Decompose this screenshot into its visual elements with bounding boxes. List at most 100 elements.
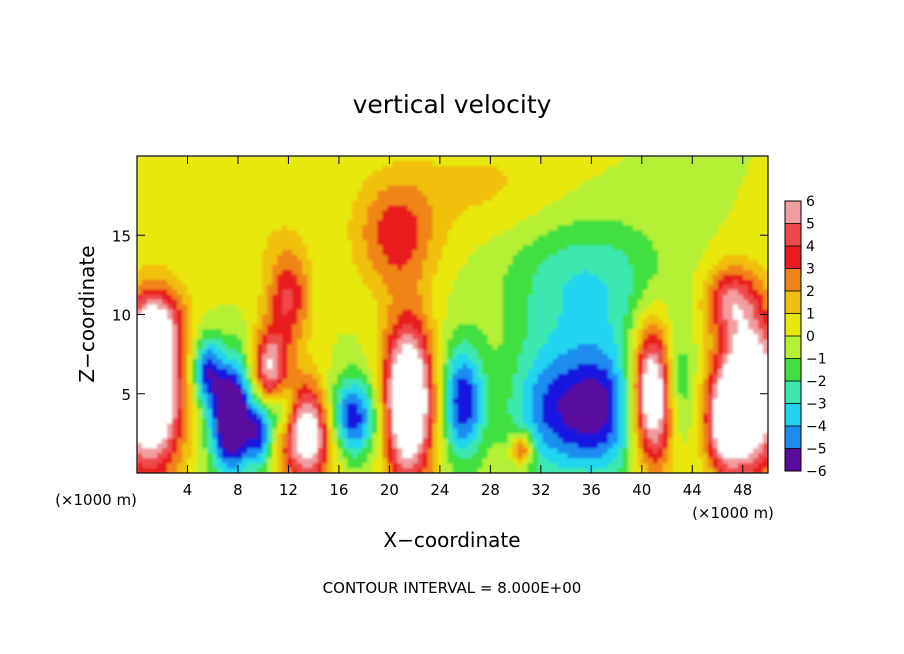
field-cell xyxy=(532,334,539,340)
field-cell xyxy=(342,289,348,296)
field-cell xyxy=(462,264,469,271)
field-cell xyxy=(332,279,338,286)
field-cell xyxy=(367,180,373,187)
field-cell xyxy=(517,185,524,192)
field-cell xyxy=(402,245,409,251)
field-cell xyxy=(302,269,308,276)
field-cell xyxy=(757,240,764,246)
field-cell xyxy=(277,170,283,177)
field-cell xyxy=(377,180,383,187)
field-cell xyxy=(172,269,178,276)
field-cell xyxy=(482,165,489,172)
field-cell xyxy=(272,309,278,316)
field-cell xyxy=(657,304,664,311)
field-cell xyxy=(312,299,318,306)
field-cell xyxy=(247,260,253,266)
field-cell xyxy=(582,339,589,345)
field-cell xyxy=(162,245,168,251)
field-cell xyxy=(732,309,739,316)
field-cell xyxy=(637,284,644,291)
field-cell xyxy=(417,339,424,345)
field-cell xyxy=(697,329,704,335)
field-cell xyxy=(322,324,328,330)
field-cell xyxy=(702,284,709,291)
field-cell xyxy=(587,180,594,187)
field-cell xyxy=(697,175,704,182)
field-cell xyxy=(287,279,293,286)
field-cell xyxy=(512,205,519,212)
field-cell xyxy=(432,319,439,325)
field-cell xyxy=(202,324,208,330)
field-cell xyxy=(512,339,519,345)
field-cell xyxy=(482,160,489,167)
field-cell xyxy=(342,264,348,271)
field-cell xyxy=(712,180,719,187)
field-cell xyxy=(647,205,654,212)
field-cell xyxy=(447,309,454,316)
field-cell xyxy=(357,279,363,286)
field-cell xyxy=(142,260,148,266)
field-cell xyxy=(252,309,258,316)
field-cell xyxy=(592,200,599,207)
field-cell xyxy=(287,185,293,192)
field-cell xyxy=(242,235,248,241)
field-cell xyxy=(547,245,554,251)
field-cell xyxy=(157,180,163,187)
field-cell xyxy=(262,264,268,271)
field-cell xyxy=(607,185,614,192)
field-cell xyxy=(572,180,579,187)
field-cell xyxy=(217,269,223,276)
field-cell xyxy=(607,235,614,241)
field-cell xyxy=(502,314,509,321)
field-cell xyxy=(232,279,238,286)
field-cell xyxy=(522,299,529,306)
field-cell xyxy=(272,235,278,241)
field-cell xyxy=(372,349,378,355)
field-cell xyxy=(232,240,238,246)
field-cell xyxy=(647,245,654,251)
field-cell xyxy=(482,329,489,335)
field-cell xyxy=(397,304,404,311)
field-cell xyxy=(177,245,183,251)
field-cell xyxy=(757,274,764,281)
field-cell xyxy=(462,299,469,306)
field-cell xyxy=(712,195,719,202)
field-cell xyxy=(692,195,699,202)
field-cell xyxy=(152,289,158,296)
field-cell xyxy=(342,170,348,177)
field-cell xyxy=(552,180,559,187)
field-cell xyxy=(377,255,383,261)
field-cell xyxy=(282,165,288,172)
field-cell xyxy=(302,250,308,256)
field-cell xyxy=(627,165,634,172)
field-cell xyxy=(262,185,268,192)
field-cell xyxy=(202,200,208,207)
field-cell xyxy=(162,304,168,311)
field-cell xyxy=(677,289,684,296)
field-cell xyxy=(332,314,338,321)
field-cell xyxy=(407,185,414,192)
field-cell xyxy=(522,220,529,226)
field-cell xyxy=(517,269,524,276)
field-cell xyxy=(472,215,479,221)
field-cell xyxy=(332,235,338,241)
field-cell xyxy=(422,324,429,330)
field-cell xyxy=(182,220,188,226)
field-cell xyxy=(137,319,143,325)
field-cell xyxy=(662,339,669,345)
field-cell xyxy=(567,190,574,197)
field-cell xyxy=(512,240,519,246)
field-cell xyxy=(187,314,193,321)
field-cell xyxy=(152,319,158,325)
field-cell xyxy=(307,175,313,182)
field-cell xyxy=(207,215,213,221)
field-cell xyxy=(637,220,644,226)
field-cell xyxy=(502,289,509,296)
field-cell xyxy=(722,274,729,281)
field-cell xyxy=(627,255,634,261)
field-cell xyxy=(727,195,734,202)
field-cell xyxy=(152,245,158,251)
field-cell xyxy=(297,190,303,197)
field-cell xyxy=(592,240,599,246)
field-cell xyxy=(317,260,323,266)
